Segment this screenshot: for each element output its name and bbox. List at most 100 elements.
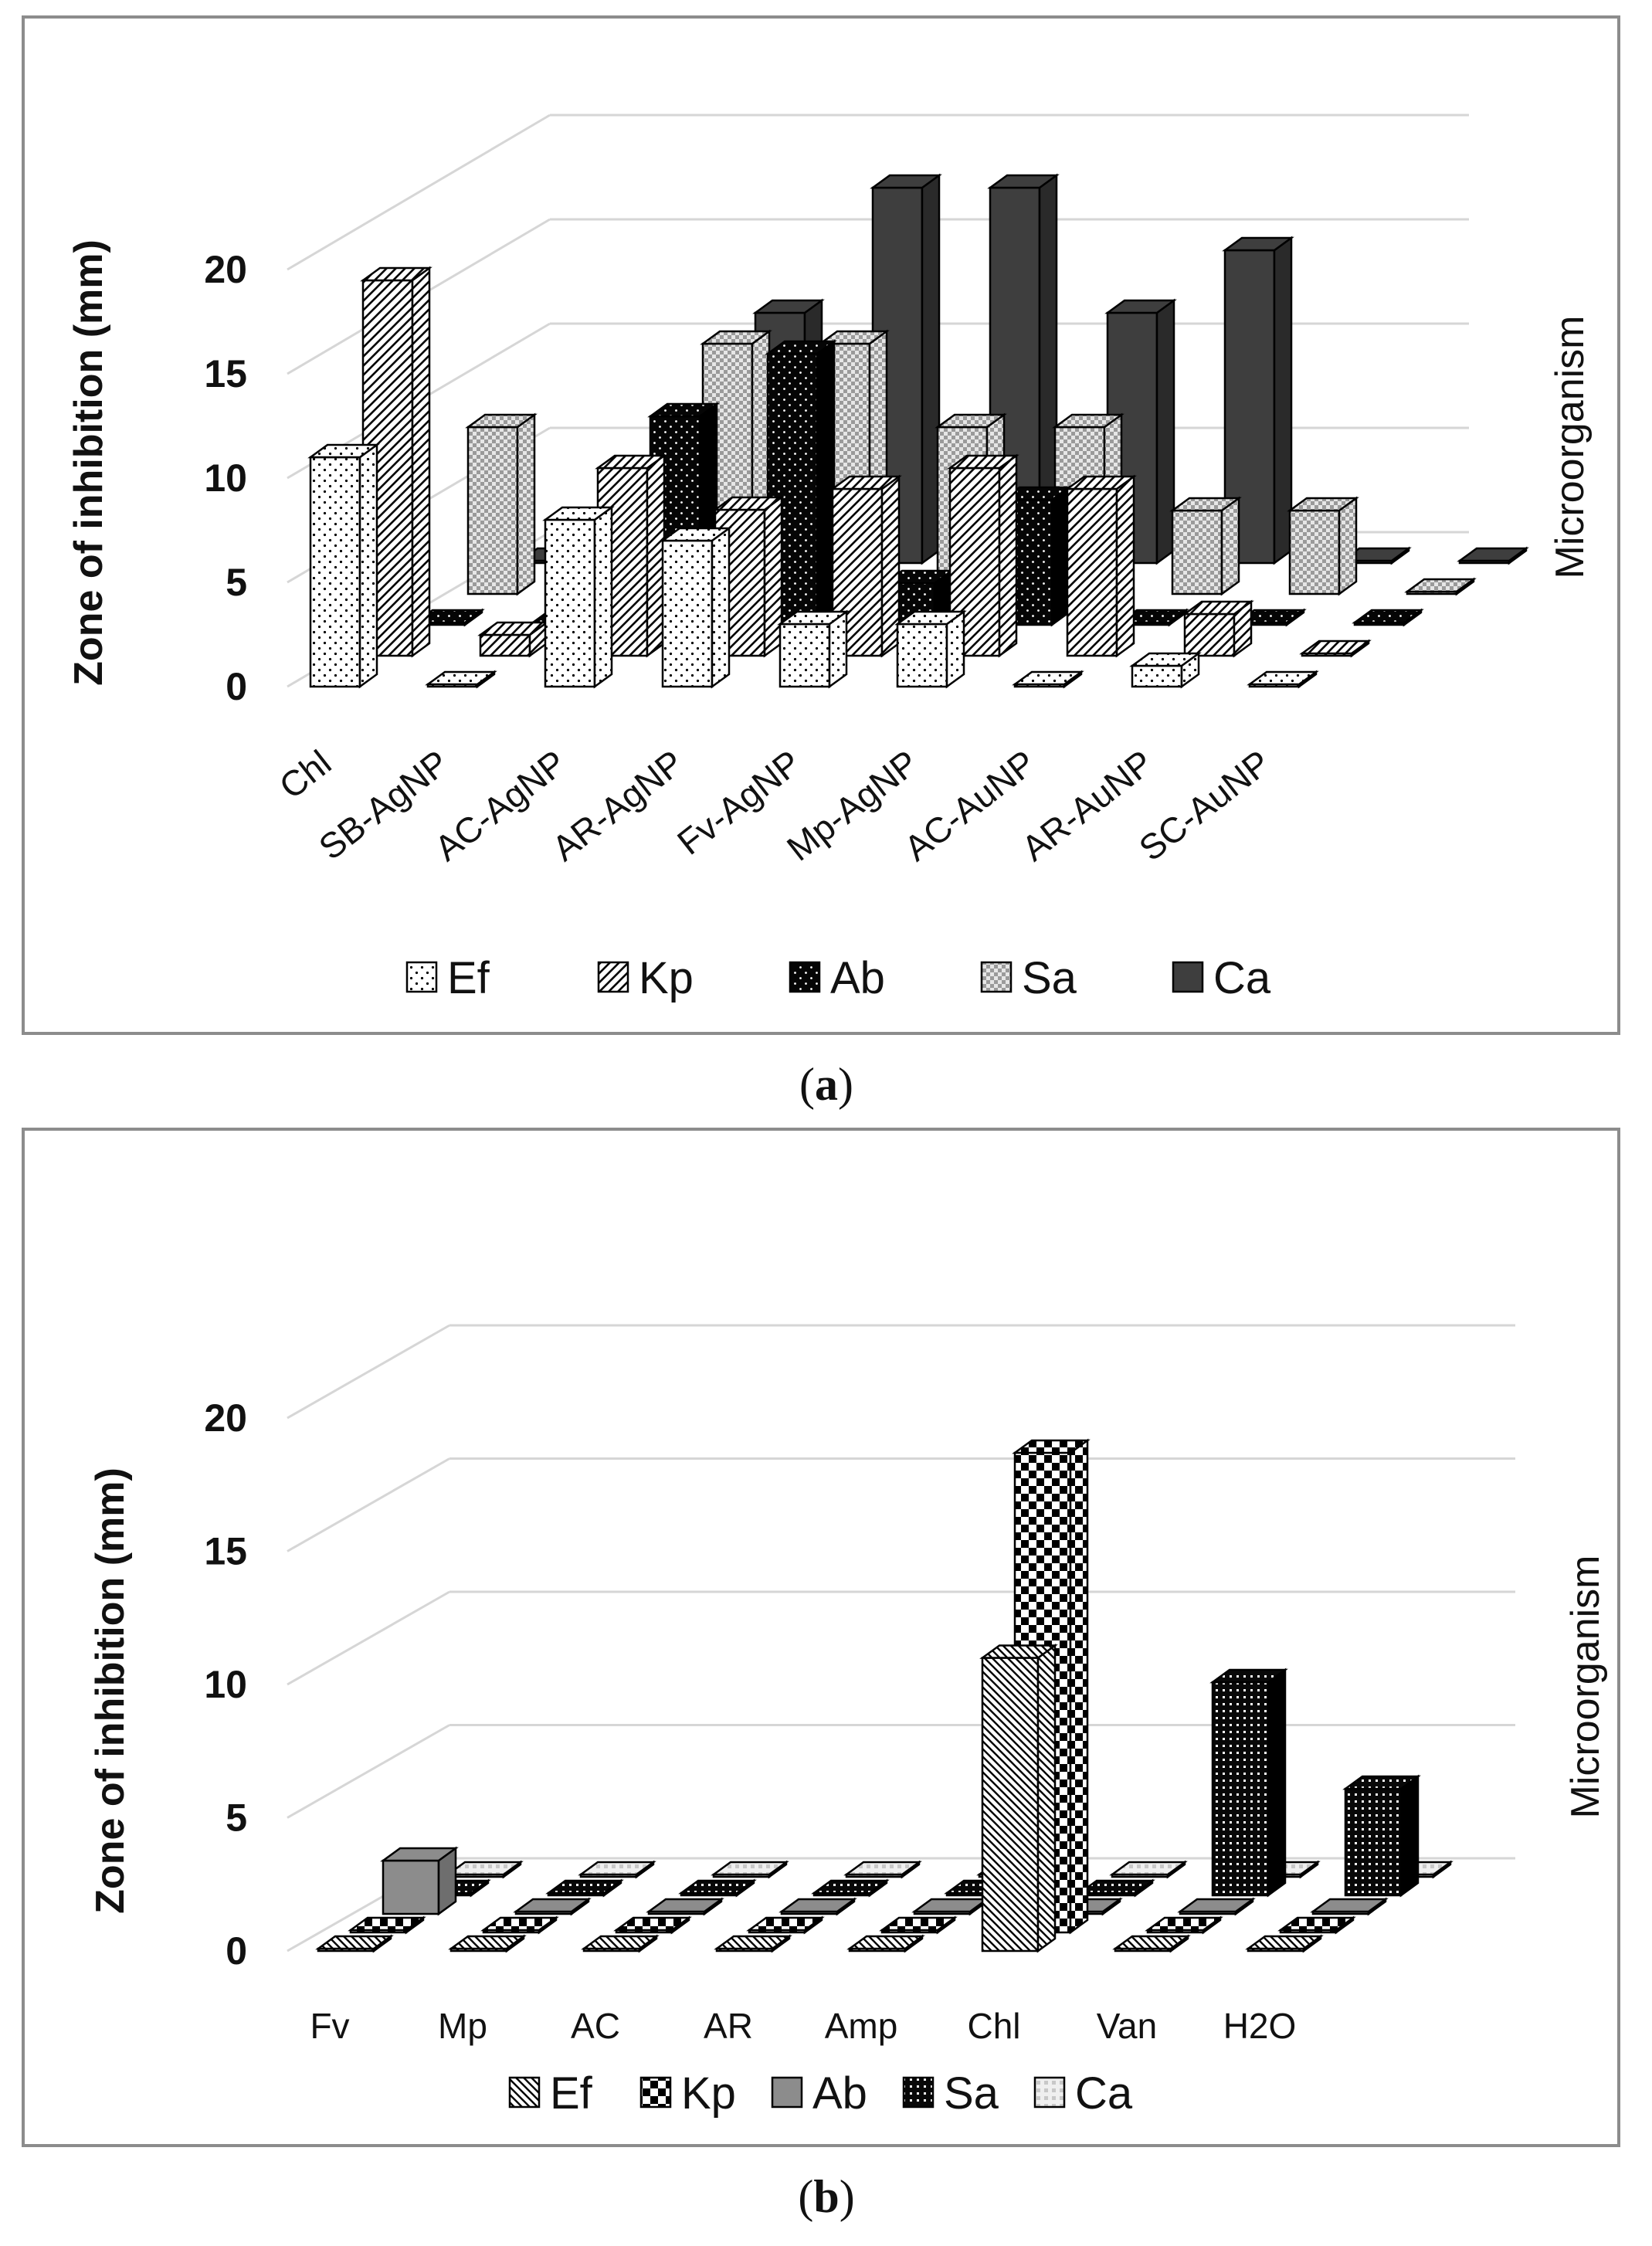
legend-label-Sa: Sa	[1022, 953, 1077, 1003]
caption-b-letter: b	[813, 2171, 840, 2222]
legend-label-Ca: Ca	[1213, 953, 1271, 1003]
bar-Sa-Mp	[545, 1878, 624, 1898]
bar-top	[1077, 1879, 1155, 1895]
bar-top	[1104, 299, 1177, 314]
bar-Ef-Fv-AgNP	[777, 609, 850, 689]
bar-side	[516, 412, 536, 596]
legend-label-Kp: Kp	[681, 2068, 736, 2119]
bar-Kp-Fv-AgNP	[829, 474, 902, 658]
chart-b-svg: 0 5 10 15 20 Zone of inhibition (mm) Microorga…	[88, 1324, 1608, 2119]
bar-top	[647, 402, 720, 418]
bar-Ef-AR-AgNP	[660, 526, 732, 689]
bar-top	[1182, 600, 1254, 616]
caption-a: (a)	[799, 1059, 853, 1110]
bar-top	[480, 1916, 559, 1932]
bar-top	[1012, 1439, 1091, 1454]
legend-label-Ab: Ab	[830, 953, 885, 1003]
bar-Ab-Mp	[513, 1897, 592, 1916]
bar-top	[1129, 652, 1202, 667]
legend-swatch-Sa	[902, 2076, 935, 2109]
legend-swatch-Ef	[405, 961, 438, 993]
caption-b: (b)	[798, 2171, 855, 2222]
bar-top	[846, 1935, 925, 1950]
x-tick-label: Mp	[438, 2006, 487, 2046]
bar-top	[660, 527, 732, 542]
x-tick-label: AR-AgNP	[544, 742, 690, 869]
bar-top	[714, 1935, 792, 1950]
bar-Sa-AC	[678, 1878, 757, 1898]
chart-a-svg: 0 5 10 15 20 Zone of inhibition (mm) Microorga…	[66, 114, 1593, 1003]
legend-label-Kp: Kp	[639, 953, 694, 1003]
bar-Ef-Chl	[979, 1644, 1058, 1953]
y-tick-label: 5	[226, 561, 247, 604]
legend-swatch-Ef	[508, 2076, 541, 2109]
y-tick-label: 20	[204, 248, 247, 291]
x-tick-label: AR-AuNP	[1014, 742, 1160, 869]
bar-top	[1012, 670, 1084, 686]
bar-Sa-AR-AuNP	[1287, 496, 1359, 596]
bars	[315, 1438, 1454, 1953]
x-tick-label: H2O	[1223, 2006, 1297, 2046]
bar-Kp-H2O	[1277, 1915, 1356, 1935]
bar-front	[1211, 1681, 1270, 1897]
bar-top	[746, 1916, 825, 1932]
y-tick-label: 10	[204, 1663, 247, 1706]
bar-front	[1171, 509, 1223, 595]
bar-Kp-AC	[613, 1915, 692, 1935]
chart-panel-a: 0 5 10 15 20 Zone of inhibition (mm) Microorga…	[22, 15, 1620, 1035]
x-tick-label: SC-AuNP	[1131, 742, 1277, 869]
bar-Ab-H2O	[1310, 1897, 1389, 1916]
bar-Ab-AR	[779, 1897, 857, 1916]
legend: Ef Kp Ab Sa Ca	[405, 953, 1271, 1003]
bar-Ef-AC-AuNP	[1012, 670, 1084, 689]
bar-top	[595, 454, 667, 470]
bar-top	[380, 1847, 459, 1862]
bar-side	[593, 505, 613, 689]
bar-top	[1064, 475, 1137, 490]
bar-top	[843, 1861, 922, 1876]
bar-top	[646, 1898, 724, 1913]
bar-top	[1145, 1916, 1223, 1932]
gridline-diagonal	[287, 114, 551, 271]
bar-top	[1245, 1935, 1324, 1950]
bar-top	[1277, 1916, 1356, 1932]
caption-a-letter: a	[815, 1059, 838, 1110]
y-tick-label: 5	[226, 1796, 247, 1840]
legend-label-Ef: Ef	[550, 2068, 593, 2119]
bar-side	[358, 443, 378, 689]
legend-swatch-Kp	[597, 961, 629, 993]
bar-top	[947, 454, 1019, 470]
legend-swatch-Ab	[789, 961, 821, 993]
legend-swatch-Sa	[980, 961, 1013, 993]
bar-front	[1288, 509, 1341, 595]
x-tick-label: AR	[704, 2006, 753, 2046]
z-axis-label: Microorganism	[1548, 316, 1593, 579]
bar-front	[309, 456, 361, 688]
bar-top	[613, 1916, 692, 1932]
bar-Sa-H2O	[1342, 1774, 1421, 1898]
bar-top	[348, 1916, 426, 1932]
y-tick-label: 15	[204, 352, 247, 395]
bar-side	[1220, 496, 1240, 596]
legend-label-Ca: Ca	[1075, 2068, 1133, 2119]
bar-side	[1115, 474, 1135, 658]
bar-front	[1066, 487, 1118, 657]
bar-top	[752, 299, 825, 314]
bar-Ef-Mp	[448, 1934, 527, 1953]
bar-Ef-Chl	[307, 443, 380, 689]
x-tick-label: Chl	[272, 742, 338, 806]
bar-side	[1338, 496, 1358, 596]
bar-Ef-SC-AuNP	[1247, 670, 1319, 689]
bar-Ef-Van	[1112, 1934, 1191, 1953]
bar-Ca-Chl	[1109, 1860, 1188, 1879]
bar-top	[700, 330, 772, 345]
bar-Ca-Fv	[445, 1860, 524, 1879]
bar-top	[712, 496, 785, 511]
bars	[307, 173, 1529, 689]
bar-Ca-SC-AuNP	[1457, 546, 1529, 565]
bar-Kp-Amp	[879, 1915, 958, 1935]
x-tick-label: SB-AgNP	[311, 742, 456, 867]
x-tick-label: AC-AgNP	[427, 742, 573, 869]
x-tick-label: Fv	[310, 2006, 349, 2046]
bar-top	[870, 174, 942, 189]
